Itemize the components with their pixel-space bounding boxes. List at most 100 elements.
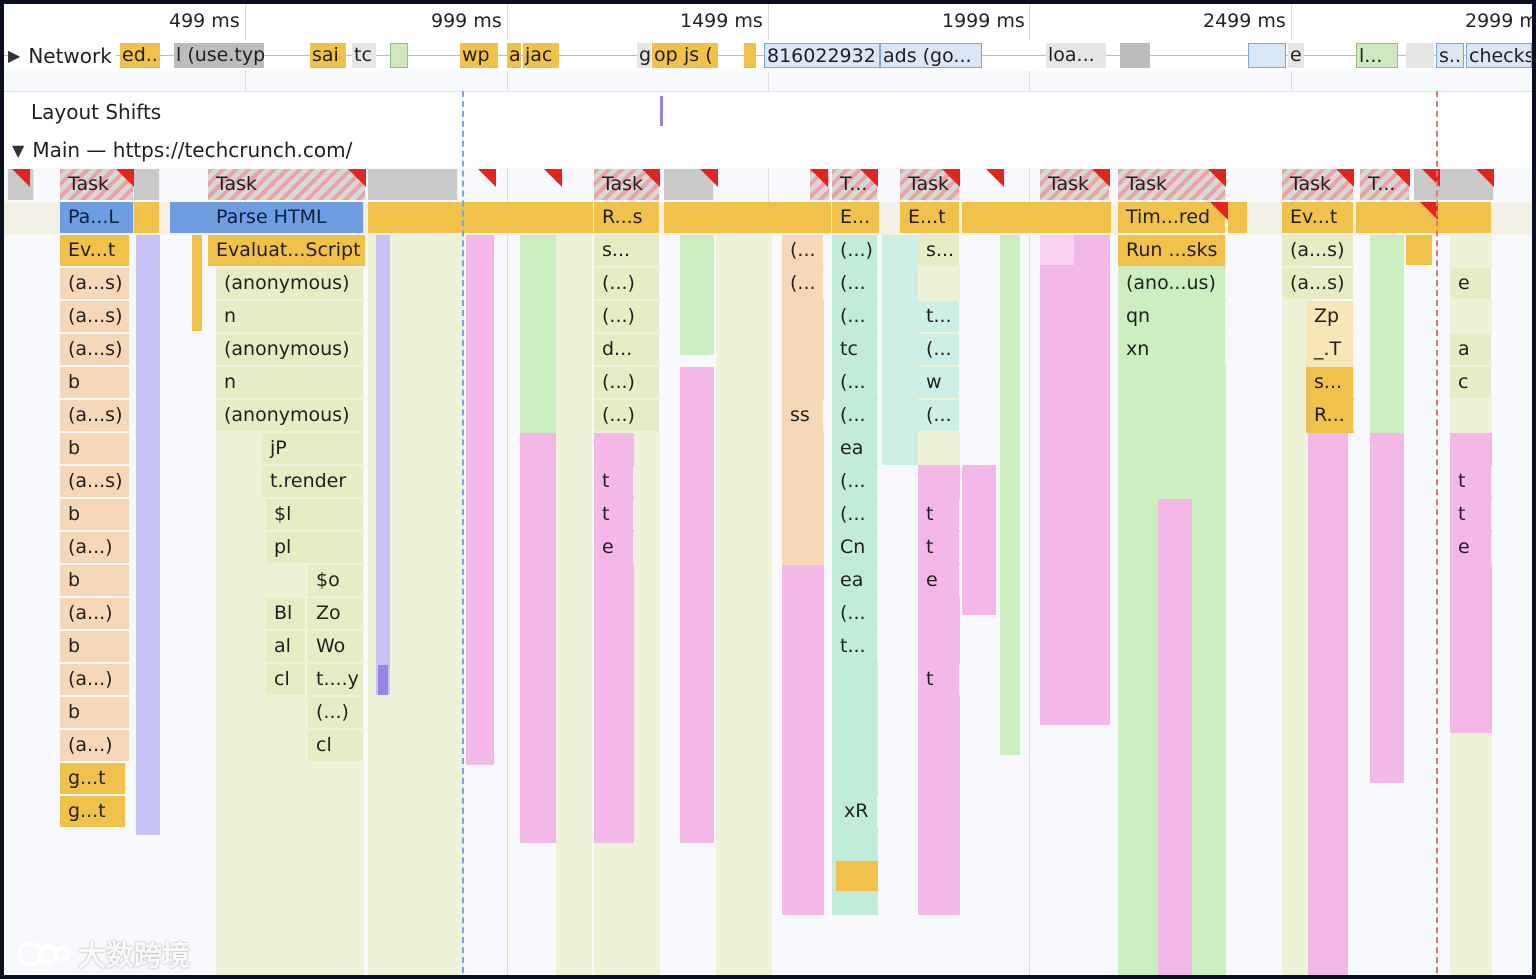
flame-block[interactable]: t [594,466,634,497]
flame-block[interactable]: t.render [262,466,364,497]
flame-block[interactable]: $o [308,565,364,596]
flame-block[interactable]: E... [832,202,880,233]
flame-block[interactable]: (... [832,268,878,299]
flame-block[interactable]: b [60,367,130,398]
flame-block[interactable]: (a...s) [60,301,130,332]
flame-block[interactable]: Ev...t [60,235,130,266]
flame-block[interactable]: cl [266,664,306,695]
flame-block[interactable]: e [594,532,634,563]
flame-block[interactable]: t [918,499,960,530]
network-request[interactable]: wp [460,43,498,68]
flame-block[interactable]: e [1450,268,1492,299]
flame-block[interactable]: (ano...us) [1118,268,1226,299]
collapse-arrow-icon[interactable]: ▼ [12,140,25,160]
flame-block[interactable]: t [1450,499,1492,530]
flame-block[interactable] [134,202,160,233]
flame-block[interactable]: jP [262,433,364,464]
network-request[interactable] [1120,43,1150,68]
network-request[interactable]: jac [523,43,559,68]
flame-block[interactable] [192,235,202,331]
main-flame-chart[interactable]: Task Task Task T... Task Task Task Task … [4,169,1532,975]
flame-block[interactable]: (...) [594,268,660,299]
flame-block[interactable]: pl [266,532,364,563]
flame-block[interactable]: b [60,697,130,728]
network-track[interactable]: ed... l (use.typ sai tc wp a jac g op js… [4,40,1532,71]
flame-block[interactable]: (... [782,268,824,299]
flame-block[interactable]: s... [1306,367,1354,398]
flame-block[interactable]: c [1450,367,1492,398]
flame-block[interactable]: d... [594,334,660,365]
flame-block[interactable]: Ev...t [1282,202,1354,233]
flame-block[interactable]: qn [1118,301,1226,332]
flame-block[interactable]: (anonymous) [216,400,364,431]
flame-block[interactable]: (...) [308,697,364,728]
flame-block[interactable]: (... [832,367,878,398]
flame-block[interactable]: (a...) [60,598,130,629]
network-request[interactable]: e [1288,43,1304,68]
flame-block[interactable]: ea [832,433,878,464]
network-request[interactable]: sai [310,43,346,68]
flame-block[interactable]: (... [918,334,960,365]
flame-block[interactable]: Zo [308,598,364,629]
flame-block[interactable]: g...t [60,796,126,827]
network-request[interactable]: checks [1466,43,1532,68]
flame-block[interactable]: (anonymous) [216,268,364,299]
network-request[interactable]: 816022932 [764,43,880,68]
flame-block[interactable]: e [918,565,960,596]
flame-block[interactable]: (...) [594,400,660,431]
flame-block[interactable]: (...) [594,301,660,332]
flame-block[interactable]: b [60,499,130,530]
flame-block[interactable]: a [1450,334,1492,365]
flame-block[interactable] [1228,202,1248,233]
network-request[interactable] [390,43,408,68]
parse-html-block[interactable]: Pa...L [60,202,134,233]
flame-block[interactable]: (a...s) [1282,268,1354,299]
layout-shifts-track[interactable]: Layout Shifts [4,91,1532,133]
flame-block[interactable]: (a...s) [60,268,130,299]
flame-block[interactable]: (a...) [60,532,130,563]
flame-block[interactable]: (... [918,400,960,431]
network-request[interactable]: ed... [120,43,160,68]
flame-block[interactable] [664,202,832,233]
flame-block[interactable]: (... [832,598,878,629]
flame-block[interactable]: g...t [60,763,126,794]
flame-block[interactable]: (a...s) [60,466,130,497]
flame-block[interactable]: E...t [900,202,960,233]
network-request[interactable]: ads (go... [880,43,982,68]
flame-block[interactable]: (a...s) [1282,235,1354,266]
flame-block[interactable]: n [216,367,364,398]
flame-block[interactable]: al [266,631,306,662]
flame-block[interactable]: (a...s) [60,334,130,365]
network-request[interactable]: op [652,43,682,68]
network-request[interactable]: tc [352,43,376,68]
network-request[interactable]: l (use.typ [174,43,264,68]
flame-block[interactable]: t [1450,466,1492,497]
flame-block[interactable]: R... [1306,400,1354,431]
task-block[interactable]: Task [208,169,366,200]
flame-block[interactable]: t [594,499,634,530]
flame-block[interactable]: Tim...red [1118,202,1226,233]
flame-block[interactable]: Zp [1306,301,1354,332]
network-request[interactable] [1248,43,1286,68]
task-block[interactable] [134,169,160,200]
flame-block[interactable]: R...s [594,202,660,233]
flame-block[interactable]: n [216,301,364,332]
flame-block[interactable]: ss [782,400,824,431]
evaluate-script-block[interactable]: Evaluat...Script [208,235,366,266]
flame-block[interactable]: s... [594,235,660,266]
network-request[interactable] [1406,43,1434,68]
main-track-header[interactable]: ▼ Main — https://techcrunch.com/ [4,132,1532,168]
network-request[interactable]: loa... [1046,43,1106,68]
flame-block[interactable]: Cn [832,532,878,563]
flame-block[interactable] [378,665,388,695]
flame-block[interactable]: t....y [308,664,364,695]
flame-block[interactable]: Wo [308,631,364,662]
flame-block[interactable]: _.T [1306,334,1354,365]
flame-block[interactable]: (a...s) [60,400,130,431]
flame-block[interactable]: Run ...sks [1118,235,1226,266]
flame-block[interactable]: (... [832,400,878,431]
flame-block[interactable]: ea [832,565,878,596]
flame-block[interactable]: xR [836,796,878,827]
network-request[interactable]: a [507,43,521,68]
flame-block[interactable]: w [918,367,960,398]
